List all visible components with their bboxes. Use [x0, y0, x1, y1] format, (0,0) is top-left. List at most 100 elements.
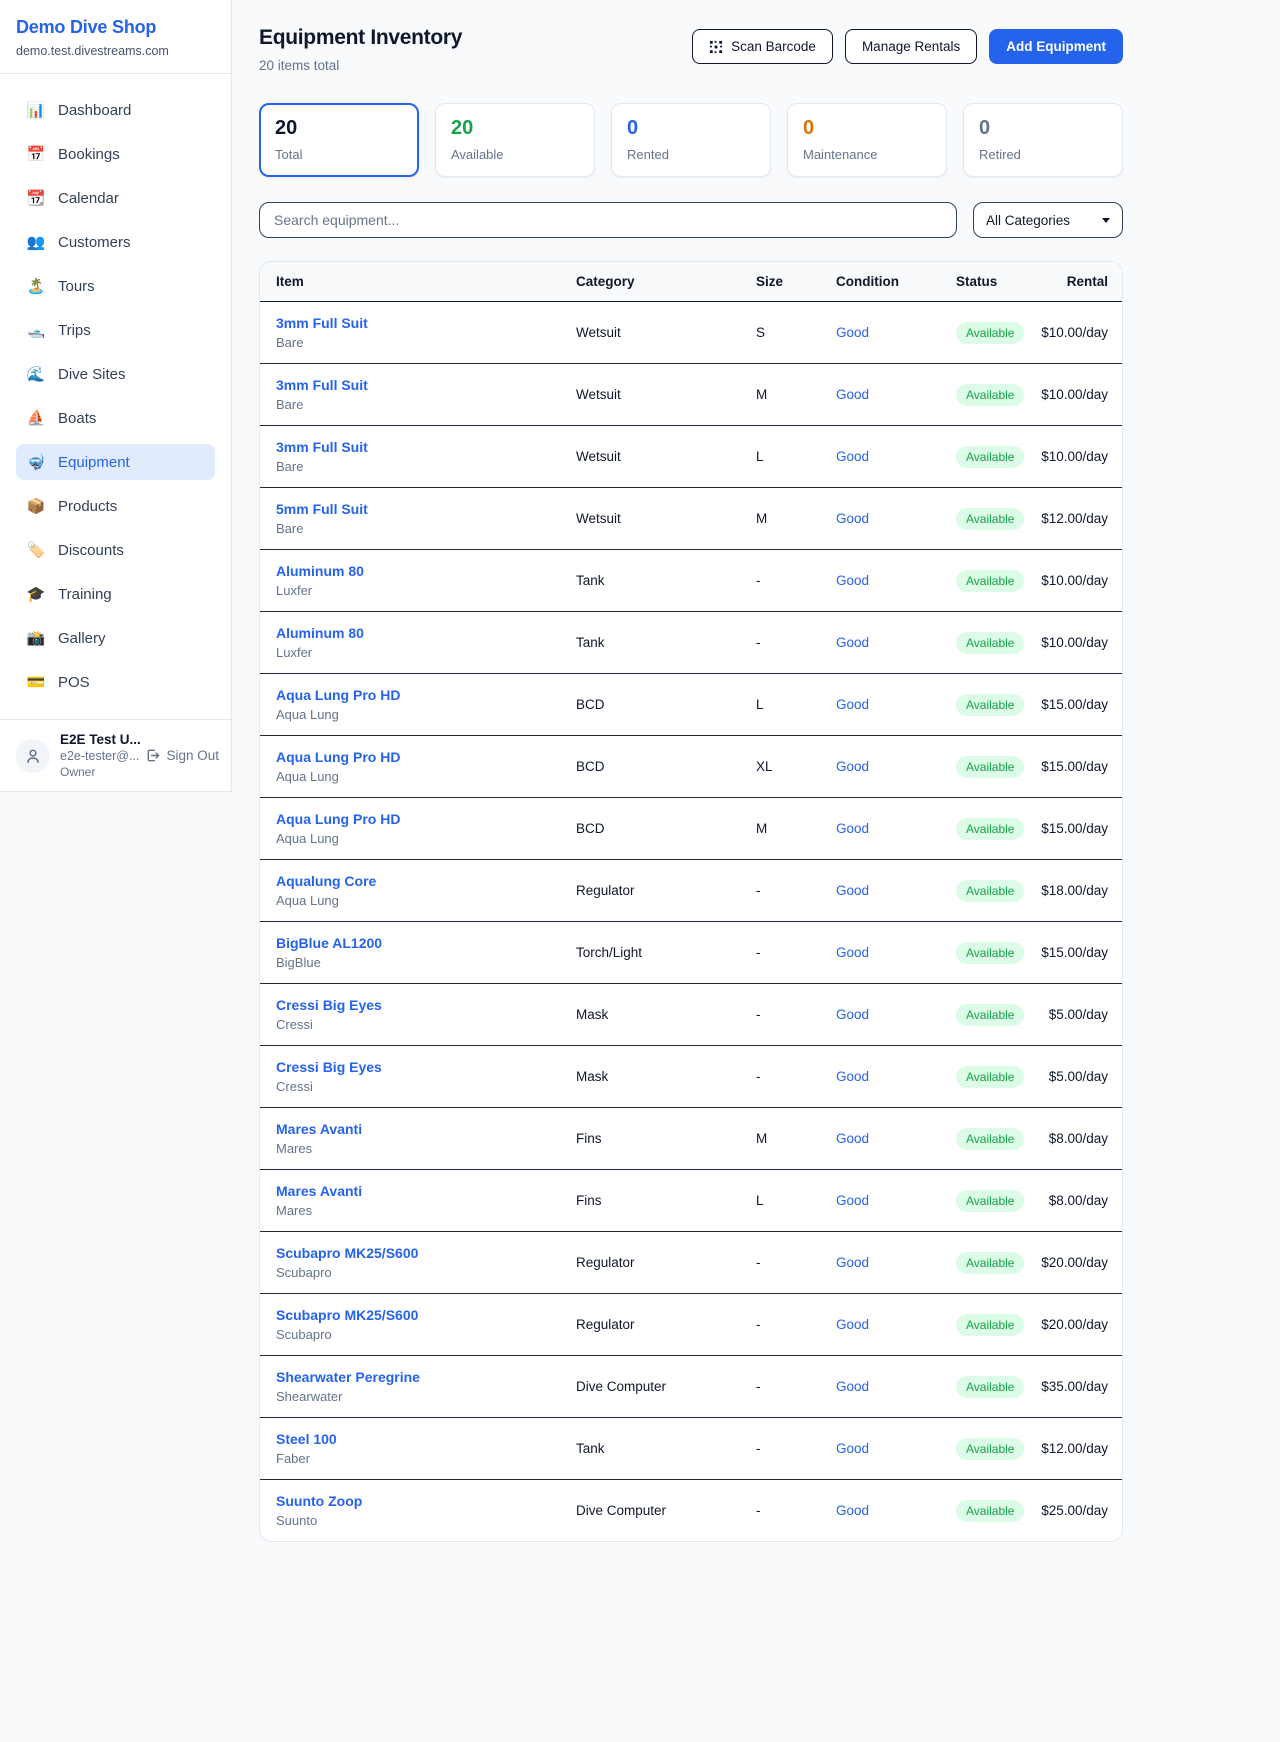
item-name-link[interactable]: Steel 100 — [276, 1431, 337, 1447]
condition-link[interactable]: Good — [836, 1503, 870, 1518]
status-badge: Available — [956, 445, 1025, 468]
stat-card-rented[interactable]: 0 Rented — [611, 103, 771, 177]
stat-card-maintenance[interactable]: 0 Maintenance — [787, 103, 947, 177]
item-name-link[interactable]: 3mm Full Suit — [276, 377, 368, 393]
rental-price: $5.00/day — [1024, 1045, 1122, 1108]
item-name-link[interactable]: Shearwater Peregrine — [276, 1369, 420, 1385]
condition-link[interactable]: Good — [836, 759, 870, 774]
sidebar-item-products[interactable]: 📦 Products — [16, 488, 215, 524]
item-size: M — [740, 1107, 820, 1170]
condition-link[interactable]: Good — [836, 1317, 870, 1332]
people-icon: 👥 — [26, 234, 46, 251]
sidebar-item-discounts[interactable]: 🏷️ Discounts — [16, 532, 215, 568]
item-size: - — [740, 1355, 820, 1418]
item-name-link[interactable]: 3mm Full Suit — [276, 439, 368, 455]
item-name-link[interactable]: Mares Avanti — [276, 1121, 363, 1137]
stat-card-available[interactable]: 20 Available — [435, 103, 595, 177]
item-name-link[interactable]: Aluminum 80 — [276, 625, 364, 641]
sidebar-item-training[interactable]: 🎓 Training — [16, 576, 215, 612]
sidebar-item-calendar[interactable]: 📆 Calendar — [16, 180, 215, 216]
sidebar-item-trips[interactable]: 🛥️ Trips — [16, 312, 215, 348]
sidebar-item-bookings[interactable]: 📅 Bookings — [16, 136, 215, 172]
table-row: Aqua Lung Pro HD Aqua Lung BCD M Good Av… — [260, 797, 1122, 860]
item-size: L — [740, 425, 820, 488]
sidebar-item-pos[interactable]: 💳 POS — [16, 664, 215, 700]
item-size: - — [740, 1045, 820, 1108]
tear-off-calendar-icon: 📆 — [26, 190, 46, 207]
condition-link[interactable]: Good — [836, 821, 870, 836]
status-badge: Available — [956, 1127, 1025, 1150]
condition-link[interactable]: Good — [836, 1069, 870, 1084]
item-size: - — [740, 1417, 820, 1480]
item-category: Mask — [560, 983, 740, 1046]
add-equipment-button[interactable]: Add Equipment — [989, 29, 1123, 64]
condition-link[interactable]: Good — [836, 1255, 870, 1270]
item-name-link[interactable]: Aqua Lung Pro HD — [276, 749, 401, 765]
item-name-link[interactable]: Aqua Lung Pro HD — [276, 811, 401, 827]
rental-price: $15.00/day — [1024, 735, 1122, 798]
category-select[interactable]: All Categories — [973, 202, 1123, 238]
manage-rentals-button[interactable]: Manage Rentals — [844, 29, 978, 64]
table-row: 3mm Full Suit Bare Wetsuit M Good Availa… — [260, 363, 1122, 426]
item-name-link[interactable]: 5mm Full Suit — [276, 501, 368, 517]
item-brand: Bare — [276, 335, 304, 350]
condition-link[interactable]: Good — [836, 697, 870, 712]
column-header-category: Category — [560, 262, 740, 302]
sign-out-button[interactable]: Sign Out — [145, 748, 219, 763]
item-brand: BigBlue — [276, 955, 321, 970]
item-name-link[interactable]: 3mm Full Suit — [276, 315, 368, 331]
item-name-link[interactable]: Aqua Lung Pro HD — [276, 687, 401, 703]
condition-link[interactable]: Good — [836, 1193, 870, 1208]
brand-title[interactable]: Demo Dive Shop — [16, 17, 157, 37]
condition-link[interactable]: Good — [836, 511, 870, 526]
sidebar-item-gallery[interactable]: 📸 Gallery — [16, 620, 215, 656]
sidebar-item-dashboard[interactable]: 📊 Dashboard — [16, 92, 215, 128]
stat-label: Retired — [979, 147, 1021, 162]
condition-link[interactable]: Good — [836, 1379, 870, 1394]
condition-link[interactable]: Good — [836, 573, 870, 588]
item-size: - — [740, 1479, 820, 1541]
item-name-link[interactable]: Aqualung Core — [276, 873, 377, 889]
nav-item-label: Boats — [58, 409, 97, 427]
rental-price: $10.00/day — [1041, 325, 1108, 340]
stat-card-total[interactable]: 20 Total — [259, 103, 419, 177]
item-name-link[interactable]: Mares Avanti — [276, 1183, 363, 1199]
rental-price: $15.00/day — [1024, 673, 1122, 736]
condition-link[interactable]: Good — [836, 635, 870, 650]
sidebar-item-tours[interactable]: 🏝️ Tours — [16, 268, 215, 304]
item-name-link[interactable]: Aluminum 80 — [276, 563, 364, 579]
stat-label: Total — [275, 147, 303, 162]
item-brand: Scubapro — [276, 1327, 332, 1342]
item-name-link[interactable]: Scubapro MK25/S600 — [276, 1245, 419, 1261]
item-brand: Aqua Lung — [276, 707, 339, 722]
item-name-link[interactable]: BigBlue AL1200 — [276, 935, 383, 951]
sidebar-item-boats[interactable]: ⛵ Boats — [16, 400, 215, 436]
item-name-link[interactable]: Cressi Big Eyes — [276, 997, 382, 1013]
condition-link[interactable]: Good — [836, 945, 870, 960]
stat-card-retired[interactable]: 0 Retired — [963, 103, 1123, 177]
item-brand: Suunto — [276, 1513, 318, 1528]
filter-row: All Categories — [259, 202, 1123, 238]
rental-price: $15.00/day — [1024, 921, 1122, 984]
rental-price: $25.00/day — [1024, 1479, 1122, 1541]
sidebar-item-dive-sites[interactable]: 🌊 Dive Sites — [16, 356, 215, 392]
item-name-link[interactable]: Scubapro MK25/S600 — [276, 1307, 419, 1323]
condition-link[interactable]: Good — [836, 449, 870, 464]
sidebar-item-equipment[interactable]: 🤿 Equipment — [16, 444, 215, 480]
scan-barcode-button[interactable]: Scan Barcode — [692, 29, 833, 64]
condition-link[interactable]: Good — [836, 1441, 870, 1456]
condition-link[interactable]: Good — [836, 1007, 870, 1022]
condition-link[interactable]: Good — [836, 1131, 870, 1146]
item-name-link[interactable]: Suunto Zoop — [276, 1493, 363, 1509]
condition-link[interactable]: Good — [836, 325, 870, 340]
person-icon — [27, 748, 39, 763]
stat-value: 0 — [979, 117, 991, 139]
condition-link[interactable]: Good — [836, 883, 870, 898]
item-brand: Bare — [276, 459, 304, 474]
status-badge: Available — [956, 1189, 1025, 1212]
item-name-link[interactable]: Cressi Big Eyes — [276, 1059, 382, 1075]
search-input[interactable] — [259, 202, 957, 238]
sidebar-item-customers[interactable]: 👥 Customers — [16, 224, 215, 260]
condition-link[interactable]: Good — [836, 387, 870, 402]
item-size: - — [740, 549, 820, 612]
